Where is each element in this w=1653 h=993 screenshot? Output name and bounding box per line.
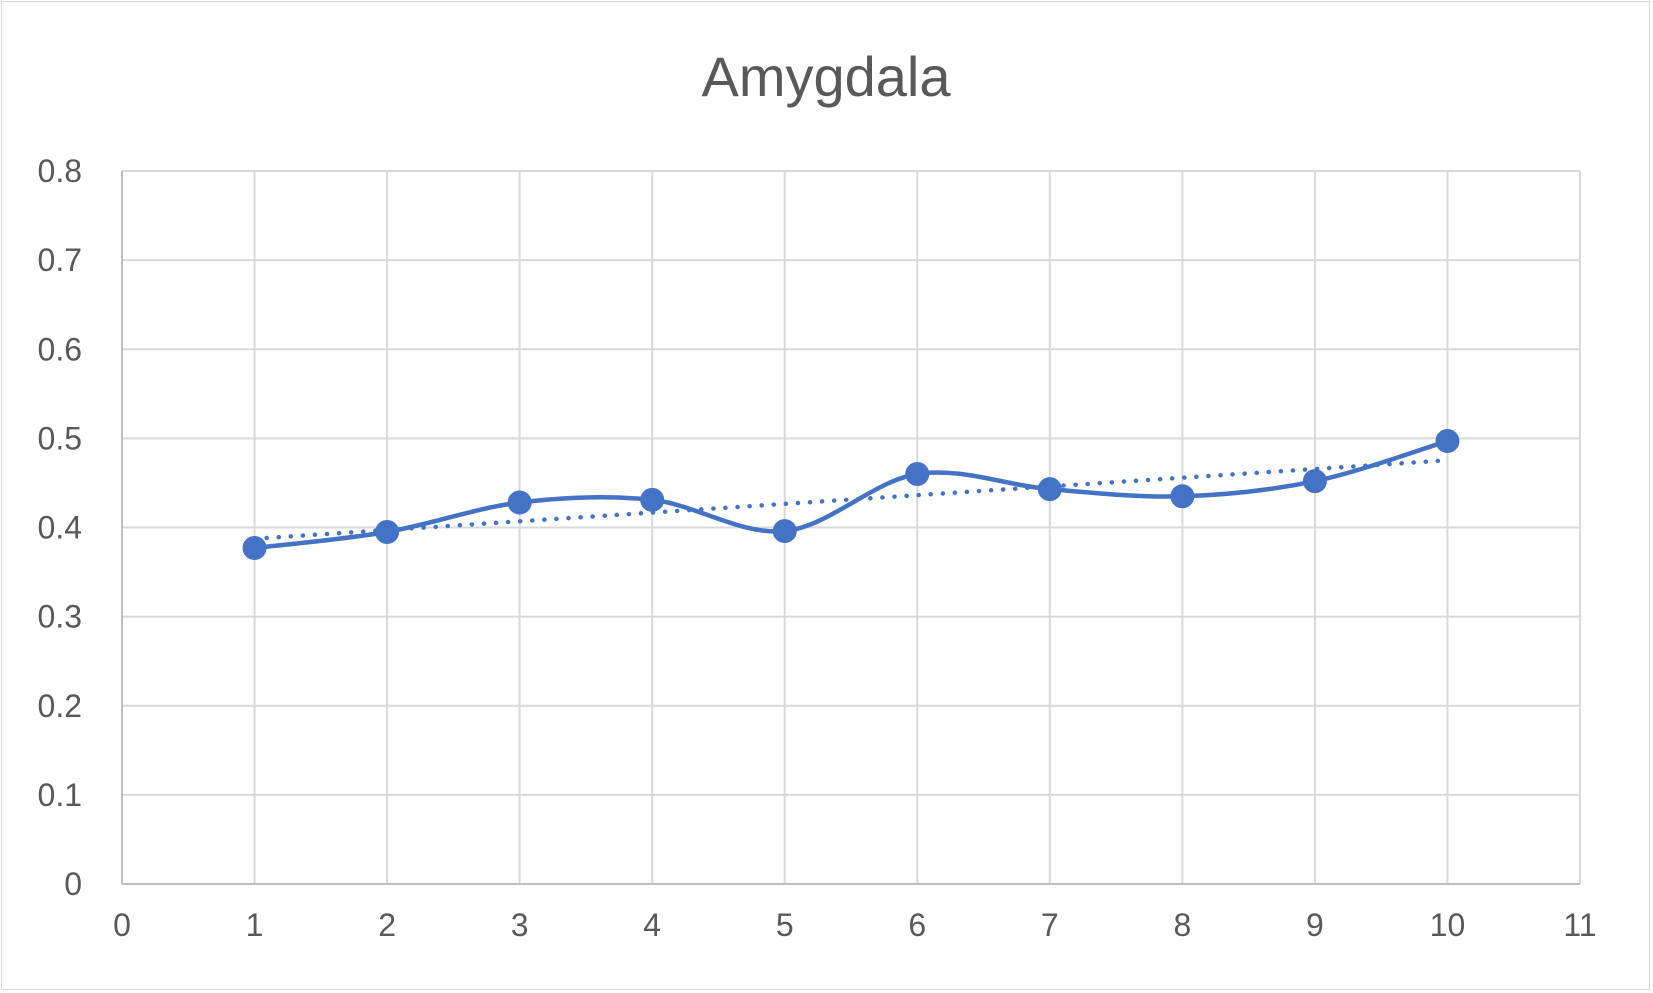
data-point — [242, 535, 267, 560]
data-point — [772, 519, 797, 544]
data-point — [375, 519, 400, 544]
gridlines — [122, 170, 1581, 884]
y-tick-label: 0.7 — [38, 242, 82, 278]
x-tick-label: 1 — [246, 907, 264, 943]
data-point — [1037, 477, 1062, 502]
x-tick-label: 10 — [1430, 907, 1466, 943]
x-tick-labels: 0 1 2 3 4 5 6 7 8 9 10 11 — [113, 907, 1597, 943]
x-tick-label: 2 — [378, 907, 396, 943]
y-tick-label: 0.5 — [38, 420, 82, 456]
y-tick-label: 0.6 — [38, 331, 82, 367]
x-tick-label: 4 — [643, 907, 661, 943]
data-point — [640, 487, 665, 512]
y-tick-label: 0.2 — [38, 688, 82, 724]
series-group — [242, 429, 1460, 560]
series-line — [252, 438, 1450, 551]
data-point — [1435, 429, 1460, 454]
x-tick-label: 5 — [776, 907, 794, 943]
x-tick-label: 8 — [1173, 907, 1191, 943]
data-point — [507, 490, 532, 515]
y-tick-label: 0 — [64, 866, 82, 902]
axes — [121, 171, 1580, 885]
y-tick-label: 0.4 — [38, 510, 82, 546]
x-tick-label: 7 — [1041, 907, 1059, 943]
data-point — [1302, 469, 1327, 494]
x-tick-label: 6 — [908, 907, 926, 943]
data-point — [1170, 484, 1195, 509]
x-tick-label: 3 — [511, 907, 529, 943]
y-tick-labels: 0 0.1 0.2 0.3 0.4 0.5 0.6 0.7 0.8 — [38, 153, 82, 902]
x-tick-label: 11 — [1563, 907, 1596, 943]
data-point — [905, 462, 930, 487]
x-tick-label: 9 — [1306, 907, 1324, 943]
y-tick-label: 0.3 — [38, 599, 82, 635]
x-tick-label: 0 — [113, 907, 131, 943]
y-tick-label: 0.1 — [38, 777, 82, 813]
y-tick-label: 0.8 — [38, 153, 82, 189]
chart-title: Amygdala — [701, 45, 951, 108]
